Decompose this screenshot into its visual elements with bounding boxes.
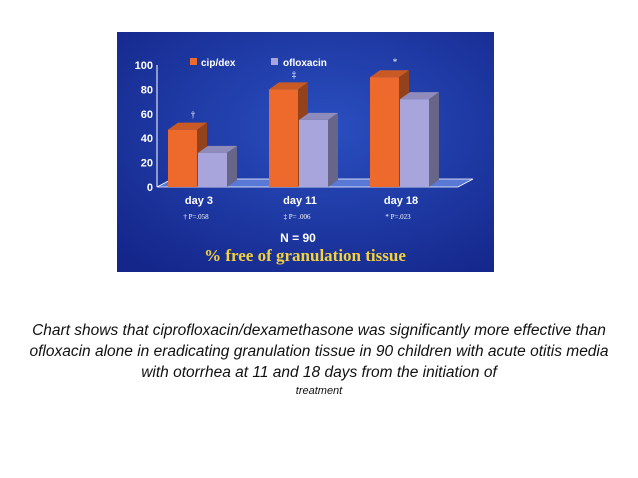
bar-top-cip-dex-0 — [168, 122, 207, 130]
bar-ofloxacin-2 — [400, 99, 429, 187]
category-label-day11: day 11 — [283, 195, 317, 207]
bar-side-ofloxacin-0 — [227, 145, 237, 187]
p-value-day11: ‡ P= .006 — [283, 213, 311, 221]
legend-label-ofloxacin: ofloxacin — [283, 58, 327, 69]
legend-swatch-ofloxacin — [271, 58, 278, 65]
bar-top-cip-dex-1 — [269, 82, 308, 90]
caption-main-text: Chart shows that ciprofloxacin/dexametha… — [29, 322, 609, 381]
y-tick-label: 60 — [141, 109, 153, 121]
bar-cip-dex-2 — [370, 77, 399, 187]
bar-top-ofloxacin-0 — [198, 145, 237, 153]
bar-chart: cip/dex ofloxacin 100 80 60 40 20 0 † ‡ … — [117, 32, 494, 272]
bar-cip-dex-1 — [269, 89, 298, 187]
bar-top-ofloxacin-1 — [299, 112, 338, 120]
bar-ofloxacin-0 — [198, 152, 227, 187]
p-value-day3: † P=.058 — [183, 213, 209, 221]
category-label-day3: day 3 — [185, 195, 213, 207]
y-tick-group: 100 80 60 40 20 0 — [135, 60, 153, 194]
legend-swatch-cipdex — [190, 58, 197, 65]
category-label-day18: day 18 — [384, 195, 418, 207]
bar-ofloxacin-1 — [299, 119, 328, 187]
y-tick-label: 20 — [141, 158, 153, 170]
sig-mark-day18: * — [393, 57, 398, 67]
y-tick-label: 40 — [141, 133, 153, 145]
sig-mark-day11: ‡ — [292, 69, 297, 79]
y-tick-label: 0 — [147, 182, 153, 194]
chart-title: % free of granulation tissue — [204, 246, 406, 265]
bar-side-ofloxacin-2 — [429, 92, 439, 187]
bar-top-cip-dex-2 — [370, 70, 409, 78]
p-value-day18: * P=.023 — [385, 213, 411, 221]
y-tick-label: 80 — [141, 84, 153, 96]
caption-tail-text: treatment — [295, 385, 343, 397]
chart-slide: cip/dex ofloxacin 100 80 60 40 20 0 † ‡ … — [117, 32, 494, 272]
bar-cip-dex-0 — [168, 129, 197, 187]
sig-mark-day3: † — [191, 110, 196, 120]
bar-group — [168, 70, 439, 187]
bar-top-ofloxacin-2 — [400, 92, 439, 100]
y-tick-label: 100 — [135, 60, 153, 72]
slide-caption: Chart shows that ciprofloxacin/dexametha… — [20, 320, 618, 399]
legend-label-cipdex: cip/dex — [201, 58, 236, 69]
bar-side-ofloxacin-1 — [328, 112, 338, 187]
sample-size-label: N = 90 — [280, 231, 316, 245]
